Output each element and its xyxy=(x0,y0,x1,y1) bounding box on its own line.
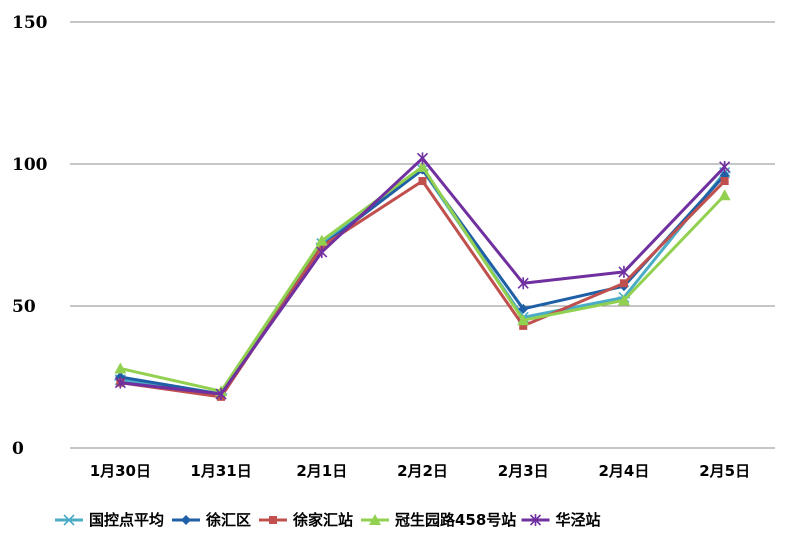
y-tick-label: 50 xyxy=(12,297,36,317)
legend-label: 华泾站 xyxy=(556,511,601,529)
data-point-marker xyxy=(215,388,227,401)
y-axis-tick-labels: 0 50 100 150 xyxy=(12,13,48,459)
data-point-marker xyxy=(269,516,277,524)
legend-item[interactable]: 冠生园路458号站 xyxy=(361,511,516,529)
x-tick-label: 2月3日 xyxy=(498,462,549,480)
x-tick-label: 1月31日 xyxy=(190,462,251,480)
data-point-marker xyxy=(369,514,381,525)
data-point-marker xyxy=(517,314,530,326)
data-point-marker xyxy=(416,152,429,165)
legend-item[interactable]: 华泾站 xyxy=(521,511,601,529)
legend-label: 冠生园路458号站 xyxy=(395,511,516,529)
data-point-marker xyxy=(114,362,127,374)
data-point-marker xyxy=(114,376,126,389)
x-tick-label: 2月5日 xyxy=(699,462,750,480)
series-line xyxy=(120,168,726,396)
x-axis-category-labels: 1月30日 1月31日 2月1日 2月2日 2月3日 2月4日 2月5日 xyxy=(90,462,750,480)
data-point-marker xyxy=(519,321,528,330)
data-point-marker xyxy=(718,189,731,201)
legend-label: 徐家汇站 xyxy=(292,511,353,529)
y-tick-label: 100 xyxy=(12,155,48,175)
data-point-marker xyxy=(418,177,427,186)
y-tick-label: 0 xyxy=(12,439,24,459)
data-point-marker xyxy=(181,515,191,525)
data-point-marker xyxy=(315,234,328,246)
series-line xyxy=(120,168,726,396)
data-point-marker xyxy=(619,279,628,288)
y-tick-label: 150 xyxy=(12,13,48,33)
x-tick-label: 2月1日 xyxy=(296,462,347,480)
data-point-marker xyxy=(529,514,542,526)
legend-item[interactable]: 徐家汇站 xyxy=(259,511,353,529)
series-group xyxy=(114,164,731,400)
data-point-marker xyxy=(719,160,731,173)
legend[interactable]: 国控点平均 徐汇区 徐家汇站 冠生园路458号站 华泾站 xyxy=(55,511,601,529)
data-point-marker xyxy=(720,177,729,186)
series-lines xyxy=(114,152,731,401)
legend-item[interactable]: 国控点平均 xyxy=(55,511,164,529)
legend-item[interactable]: 徐汇区 xyxy=(172,511,251,529)
data-point-marker xyxy=(617,294,630,306)
x-tick-label: 1月30日 xyxy=(90,462,151,480)
data-point-marker xyxy=(517,277,529,290)
legend-label: 徐汇区 xyxy=(205,511,251,529)
series-line xyxy=(120,165,726,393)
data-point-marker xyxy=(618,265,630,278)
x-tick-label: 2月4日 xyxy=(598,462,649,480)
legend-label: 国控点平均 xyxy=(89,511,164,529)
data-point-marker xyxy=(63,514,75,526)
data-point-marker xyxy=(316,246,328,259)
data-point-marker xyxy=(518,303,529,314)
x-tick-label: 2月2日 xyxy=(397,462,448,480)
series-group xyxy=(114,152,731,401)
data-point-marker xyxy=(416,160,429,172)
